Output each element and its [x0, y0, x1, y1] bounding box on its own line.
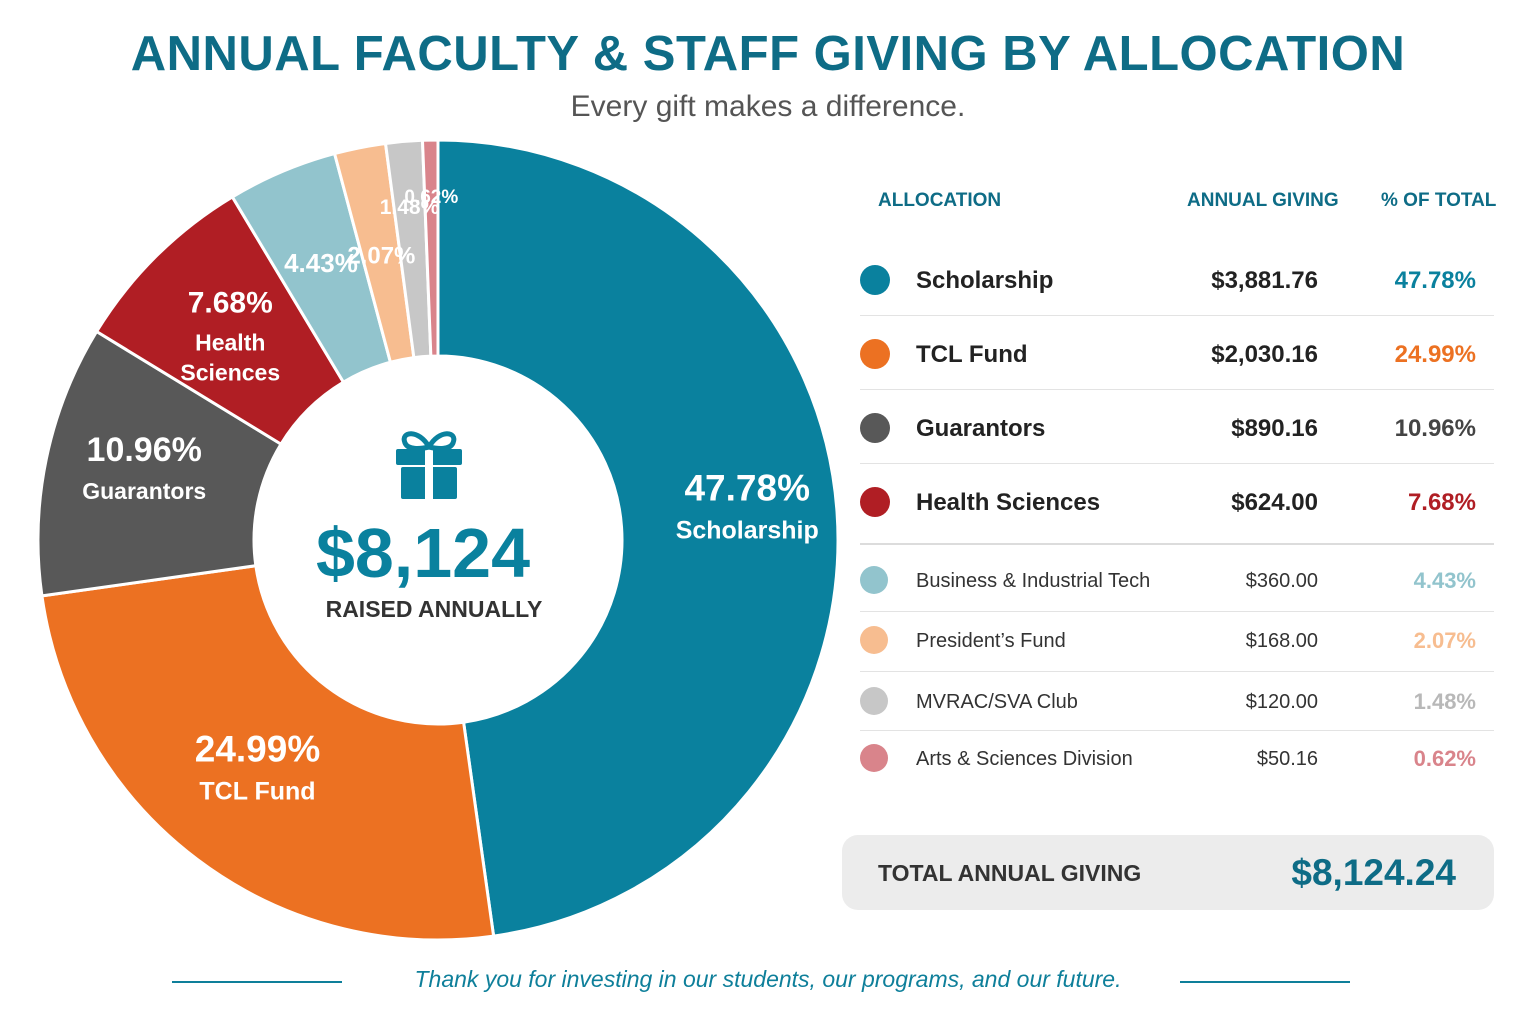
slice-percent-label: 1.48%	[380, 196, 440, 219]
row-name: MVRAC/SVA Club	[916, 691, 1078, 713]
total-summary: TOTAL ANNUAL GIVING $8,124.24	[842, 835, 1494, 910]
row-percent: 10.96%	[1394, 415, 1476, 442]
table-row: Scholarship $3,881.76 47.78%	[860, 263, 1494, 297]
row-amount: $2,030.16	[1211, 341, 1318, 368]
footer-divider-left	[172, 981, 342, 983]
table-row: Business & Industrial Tech $360.00 4.43%	[860, 566, 1494, 600]
row-percent: 7.68%	[1407, 489, 1476, 516]
legend-dot	[860, 413, 890, 443]
row-divider	[860, 543, 1494, 545]
row-divider	[860, 671, 1494, 672]
legend-dot	[860, 626, 888, 654]
pie-slice-tcl-fund	[40, 564, 496, 942]
row-amount: $360.00	[1245, 570, 1318, 592]
pie-slice-arts-sciences-division	[420, 138, 440, 358]
row-divider	[860, 315, 1494, 316]
table-row: Health Sciences $624.00 7.68%	[860, 485, 1494, 519]
row-amount: $168.00	[1245, 630, 1318, 652]
footer-message: Thank you for investing in our students,…	[414, 966, 1122, 992]
row-divider	[860, 730, 1494, 731]
row-percent: 47.78%	[1394, 267, 1476, 294]
row-name: Health Sciences	[916, 489, 1101, 516]
legend-dot	[860, 339, 890, 369]
total-value: $8,124.24	[1291, 852, 1456, 893]
center-caption: RAISED ANNUALLY	[326, 596, 543, 622]
slice-name-label: Sciences	[180, 360, 280, 386]
row-amount: $624.00	[1231, 489, 1318, 516]
table-row: President’s Fund $168.00 2.07%	[860, 626, 1494, 660]
table-row: Guarantors $890.16 10.96%	[860, 411, 1494, 445]
slice-percent-label: 4.43%	[284, 248, 358, 278]
legend-dot	[860, 265, 890, 295]
slice-percent-label: 47.78%	[684, 467, 810, 508]
row-name: Arts & Sciences Division	[916, 748, 1133, 770]
header-allocation: ALLOCATION	[878, 190, 1002, 211]
pie-slice-scholarship	[436, 138, 840, 938]
pie-slice-guarantors	[36, 329, 284, 598]
page-subtitle: Every gift makes a difference.	[570, 90, 966, 123]
row-percent: 24.99%	[1394, 341, 1476, 368]
row-divider	[860, 463, 1494, 464]
row-amount: $50.16	[1256, 748, 1318, 770]
row-percent: 4.43%	[1413, 568, 1476, 593]
table-row: Arts & Sciences Division $50.16 0.62%	[860, 744, 1494, 778]
row-amount: $120.00	[1245, 691, 1318, 713]
slice-name-label: TCL Fund	[199, 778, 315, 806]
slice-percent-label: 24.99%	[195, 729, 321, 770]
legend-dot	[860, 744, 888, 772]
donut-chart: 47.78% Scholarship 24.99% TCL Fund 10.96% Gua…	[36, 138, 840, 942]
slice-percent-label: 0.62%	[404, 187, 458, 208]
row-percent: 2.07%	[1413, 628, 1476, 653]
table-header: ALLOCATION ANNUAL GIVING % OF TOTAL	[878, 190, 1498, 220]
header-percent-total: % OF TOTAL	[1381, 190, 1497, 211]
legend-dot	[860, 687, 888, 715]
total-label: TOTAL ANNUAL GIVING	[878, 860, 1142, 886]
row-name: Guarantors	[916, 415, 1046, 442]
slice-name-label: Health	[195, 330, 265, 356]
slice-percent-label: 2.07%	[347, 243, 415, 270]
header-annual-giving: ANNUAL GIVING	[1187, 190, 1339, 211]
row-name: President’s Fund	[916, 630, 1066, 652]
row-divider	[860, 611, 1494, 612]
slice-percent-label: 7.68%	[188, 287, 273, 320]
row-percent: 1.48%	[1413, 689, 1476, 714]
row-name: TCL Fund	[916, 341, 1028, 368]
table-row: MVRAC/SVA Club $120.00 1.48%	[860, 687, 1494, 721]
row-percent: 0.62%	[1413, 746, 1476, 771]
legend-dot	[860, 566, 888, 594]
table-row: TCL Fund $2,030.16 24.99%	[860, 337, 1494, 371]
center-amount: $8,124	[316, 514, 530, 592]
row-amount: $3,881.76	[1211, 267, 1318, 294]
slice-name-label: Guarantors	[82, 478, 206, 504]
row-name: Business & Industrial Tech	[916, 570, 1151, 592]
row-divider	[860, 389, 1494, 390]
row-name: Scholarship	[916, 267, 1054, 294]
gift-icon	[396, 431, 462, 499]
footer-divider-right	[1180, 981, 1350, 983]
page-title: ANNUAL FACULTY & STAFF GIVING BY ALLOCAT…	[130, 27, 1406, 81]
legend-dot	[860, 487, 890, 517]
slice-percent-label: 10.96%	[87, 431, 202, 469]
row-amount: $890.16	[1231, 415, 1318, 442]
slice-name-label: Scholarship	[676, 516, 819, 544]
